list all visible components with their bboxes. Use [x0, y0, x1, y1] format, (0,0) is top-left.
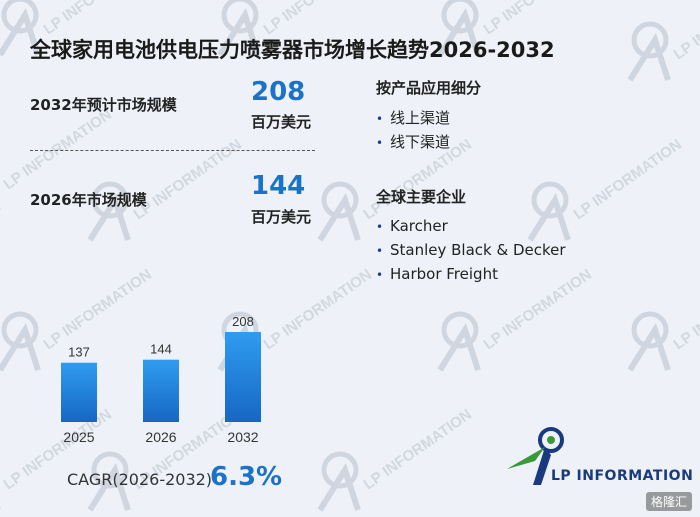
stat-2032-unit: 百万美元 — [251, 113, 312, 131]
bullet-icon: • — [376, 220, 384, 234]
x-tick-label-2032: 2032 — [227, 429, 258, 445]
lp-information-logo — [507, 427, 564, 485]
cagr-value: 6.3% — [210, 462, 283, 492]
stat-2026-label: 2026年市场规模 — [30, 191, 147, 209]
stat-2032-value: 208 — [251, 77, 306, 107]
data-label-2032: 208 — [232, 314, 254, 329]
company-item: • Stanley Black & Decker — [376, 238, 566, 262]
company-label: Harbor Freight — [390, 265, 498, 283]
segment-label: 线上渠道 — [390, 109, 451, 127]
bullet-icon: • — [376, 112, 384, 126]
company-item: • Karcher — [376, 214, 566, 238]
logo-text: LP INFORMATION — [551, 468, 694, 484]
company-label: Karcher — [390, 217, 448, 235]
bullet-icon: • — [376, 268, 384, 282]
corner-badge: 格隆汇 — [645, 492, 692, 511]
bullet-icon: • — [376, 244, 384, 258]
x-tick-label-2026: 2026 — [145, 429, 176, 445]
companies-title: 全球主要企业 — [376, 188, 467, 206]
segment-label: 线下渠道 — [390, 133, 451, 151]
bar-2026 — [143, 359, 179, 422]
stat-2026-unit: 百万美元 — [251, 208, 312, 226]
segments-title: 按产品应用细分 — [376, 79, 482, 97]
bar-chart: 137 2025 144 2026 208 2032 — [61, 314, 261, 445]
segment-item: • 线下渠道 — [376, 130, 450, 154]
data-label-2026: 144 — [150, 342, 172, 357]
data-label-2025: 137 — [68, 345, 90, 360]
divider — [30, 150, 315, 151]
bar-2032 — [225, 332, 261, 422]
segment-item: • 线上渠道 — [376, 106, 450, 130]
stat-2026-value: 144 — [251, 171, 306, 201]
company-item: • Harbor Freight — [376, 262, 566, 286]
segments-list: • 线上渠道 • 线下渠道 — [376, 106, 450, 154]
page-title: 全球家用电池供电压力喷雾器市场增长趋势2026-2032 — [30, 38, 555, 62]
cagr-label: CAGR(2026-2032) — [67, 470, 213, 489]
bullet-icon: • — [376, 136, 384, 150]
stat-2032-label: 2032年预计市场规模 — [30, 96, 177, 114]
bar-2025 — [61, 362, 97, 422]
x-tick-label-2025: 2025 — [63, 429, 94, 445]
company-label: Stanley Black & Decker — [390, 241, 566, 259]
companies-list: • Karcher • Stanley Black & Decker • Harbor… — [376, 214, 566, 286]
